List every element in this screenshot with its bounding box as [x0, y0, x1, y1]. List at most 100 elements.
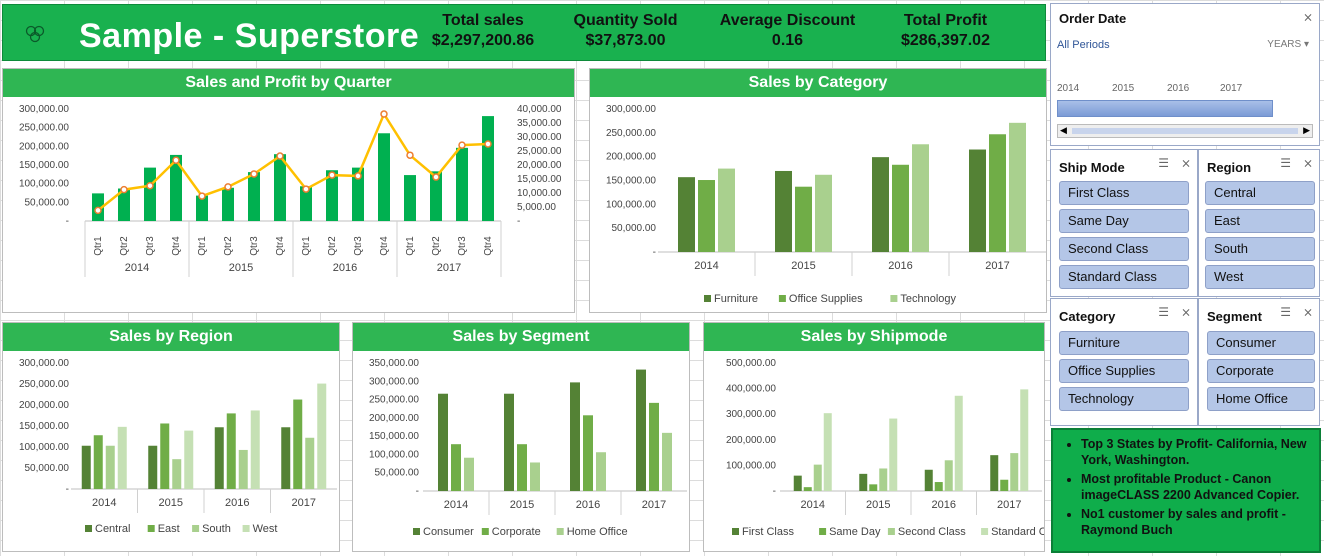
- scroll-thumb[interactable]: [1072, 128, 1298, 134]
- bar: [517, 444, 527, 491]
- legend-swatch: [778, 295, 786, 302]
- chart-panel-category[interactable]: Sales by Category - 50,000.00 100,000.00 15…: [589, 68, 1047, 313]
- bar: [954, 395, 963, 491]
- segment-chart: - 50,000.00 100,000.00 150,000.00 200,000.00…: [369, 358, 687, 538]
- timeline-scrollbar[interactable]: ◀ ▶: [1057, 124, 1313, 138]
- bar: [93, 435, 103, 489]
- bar: [238, 449, 248, 489]
- slicer-item[interactable]: Central: [1205, 181, 1315, 205]
- slicer-item[interactable]: Furniture: [1059, 331, 1189, 355]
- legend-label: Central: [95, 523, 130, 535]
- bar: [1000, 479, 1009, 491]
- bar: [430, 171, 442, 221]
- chart-panel-shipmode[interactable]: Sales by Shipmode - 100,000.00 200,000.00 3…: [703, 322, 1045, 552]
- timeline-periods: All Periods: [1057, 39, 1110, 51]
- bar: [678, 177, 695, 252]
- bar: [81, 445, 91, 489]
- bar: [793, 475, 802, 491]
- x-tick-label: Qtr2: [119, 236, 130, 256]
- bar: [196, 195, 208, 221]
- profit-point: [198, 192, 206, 200]
- profit-point: [120, 185, 128, 194]
- x-tick-label: Qtr3: [249, 236, 260, 256]
- y-tick-label: 50,000.00: [612, 223, 657, 234]
- legend-swatch: [147, 525, 155, 532]
- y2-tick-label: 25,000.00: [517, 146, 562, 157]
- clear-filter-icon[interactable]: ⨯: [1302, 305, 1313, 319]
- slicer-item[interactable]: Technology: [1059, 387, 1189, 411]
- profit-point: [276, 152, 284, 160]
- x-tick-label: Qtr4: [171, 236, 182, 256]
- profit-point: [354, 172, 362, 180]
- insight-item: No1 customer by sales and profit - Raymo…: [1081, 506, 1313, 538]
- clear-filter-icon[interactable]: ⨯: [1302, 10, 1313, 24]
- slicer-item[interactable]: East: [1205, 209, 1315, 233]
- segment-slicer[interactable]: Segment ☰ ⨯ Consumer Corporate Home Offi…: [1198, 298, 1320, 426]
- slicer-title: Ship Mode: [1059, 160, 1125, 175]
- clear-filter-icon[interactable]: ⨯: [1180, 305, 1191, 319]
- clear-filter-icon[interactable]: ⨯: [1302, 156, 1313, 170]
- multi-select-icon[interactable]: ☰: [1280, 156, 1291, 170]
- bar: [879, 468, 888, 491]
- year-label: 2014: [125, 262, 149, 274]
- slicer-item[interactable]: West: [1205, 265, 1315, 289]
- legend-swatch: [85, 525, 92, 532]
- y-tick-label: 50,000.00: [25, 463, 70, 474]
- multi-select-icon[interactable]: ☰: [1158, 305, 1169, 319]
- x-tick-label: 2014: [444, 499, 468, 511]
- profit-point: [302, 185, 310, 193]
- chevron-down-icon: ▾: [1303, 39, 1309, 50]
- slicer-item[interactable]: Consumer: [1207, 331, 1315, 355]
- kpi-value: $2,297,200.86: [431, 32, 535, 49]
- bar: [305, 437, 315, 489]
- slicer-item[interactable]: Same Day: [1059, 209, 1189, 233]
- slicer-item[interactable]: Corporate: [1207, 359, 1315, 383]
- slicer-item[interactable]: Second Class: [1059, 237, 1189, 261]
- order-date-timeline[interactable]: Order Date ⨯ All Periods YEARS ▾ 2014 20…: [1050, 3, 1320, 146]
- y-tick-label: 100,000.00: [19, 442, 69, 453]
- slicer-item[interactable]: South: [1205, 237, 1315, 261]
- clear-filter-icon[interactable]: ⨯: [1180, 156, 1191, 170]
- scroll-left-icon[interactable]: ◀: [1060, 125, 1067, 135]
- multi-select-icon[interactable]: ☰: [1280, 305, 1291, 319]
- multi-select-icon[interactable]: ☰: [1158, 156, 1169, 170]
- profit-point: [328, 171, 336, 179]
- region-slicer[interactable]: Region ☰ ⨯ Central East South West: [1198, 149, 1320, 297]
- ship-mode-slicer[interactable]: Ship Mode ☰ ⨯ First Class Same Day Secon…: [1050, 149, 1198, 297]
- chart-panel-region[interactable]: Sales by Region - 50,000.00 100,000.00 150,…: [2, 322, 340, 552]
- slicer-item[interactable]: Standard Class: [1059, 265, 1189, 289]
- scroll-right-icon[interactable]: ▶: [1303, 125, 1310, 135]
- slicer-item[interactable]: Office Supplies: [1059, 359, 1189, 383]
- y-tick-label: 150,000.00: [369, 431, 419, 442]
- bar: [859, 473, 868, 491]
- y2-tick-label: 20,000.00: [517, 160, 562, 171]
- kpi-label: Average Discount: [719, 12, 856, 29]
- bar: [530, 462, 540, 491]
- timeline-selection-bar[interactable]: [1057, 100, 1273, 117]
- timeline-unit-label: YEARS: [1267, 39, 1302, 50]
- y-tick-label: 350,000.00: [369, 358, 419, 369]
- timeline-year: 2017: [1220, 83, 1243, 94]
- y-tick-label: 200,000.00: [726, 435, 776, 446]
- timeline-year: 2016: [1167, 83, 1190, 94]
- bar: [326, 170, 338, 221]
- slicer-item[interactable]: First Class: [1059, 181, 1189, 205]
- dashboard-title: Sample - Superstore: [79, 17, 420, 55]
- y-tick-label: -: [773, 486, 776, 497]
- timeline-title: Order Date: [1059, 11, 1127, 26]
- bar: [482, 116, 494, 221]
- category-slicer[interactable]: Category ☰ ⨯ Furniture Office Supplies T…: [1050, 298, 1198, 426]
- bar: [795, 186, 812, 252]
- slicer-item[interactable]: Home Office: [1207, 387, 1315, 411]
- timeline-unit[interactable]: YEARS ▾: [1267, 39, 1309, 50]
- bar: [1009, 122, 1026, 252]
- x-tick-label: 2016: [888, 260, 912, 272]
- chart-panel-segment[interactable]: Sales by Segment - 50,000.00 100,000.00 150…: [352, 322, 690, 552]
- legend-label: Second Class: [898, 526, 966, 538]
- chart-panel-quarter[interactable]: Sales and Profit by Quarter - 50,000.00 10…: [2, 68, 575, 313]
- bar: [222, 187, 234, 221]
- bar: [570, 382, 580, 491]
- profit-point: [458, 141, 466, 149]
- x-tick-label: 2017: [997, 499, 1021, 511]
- y2-tick-label: 40,000.00: [517, 104, 562, 115]
